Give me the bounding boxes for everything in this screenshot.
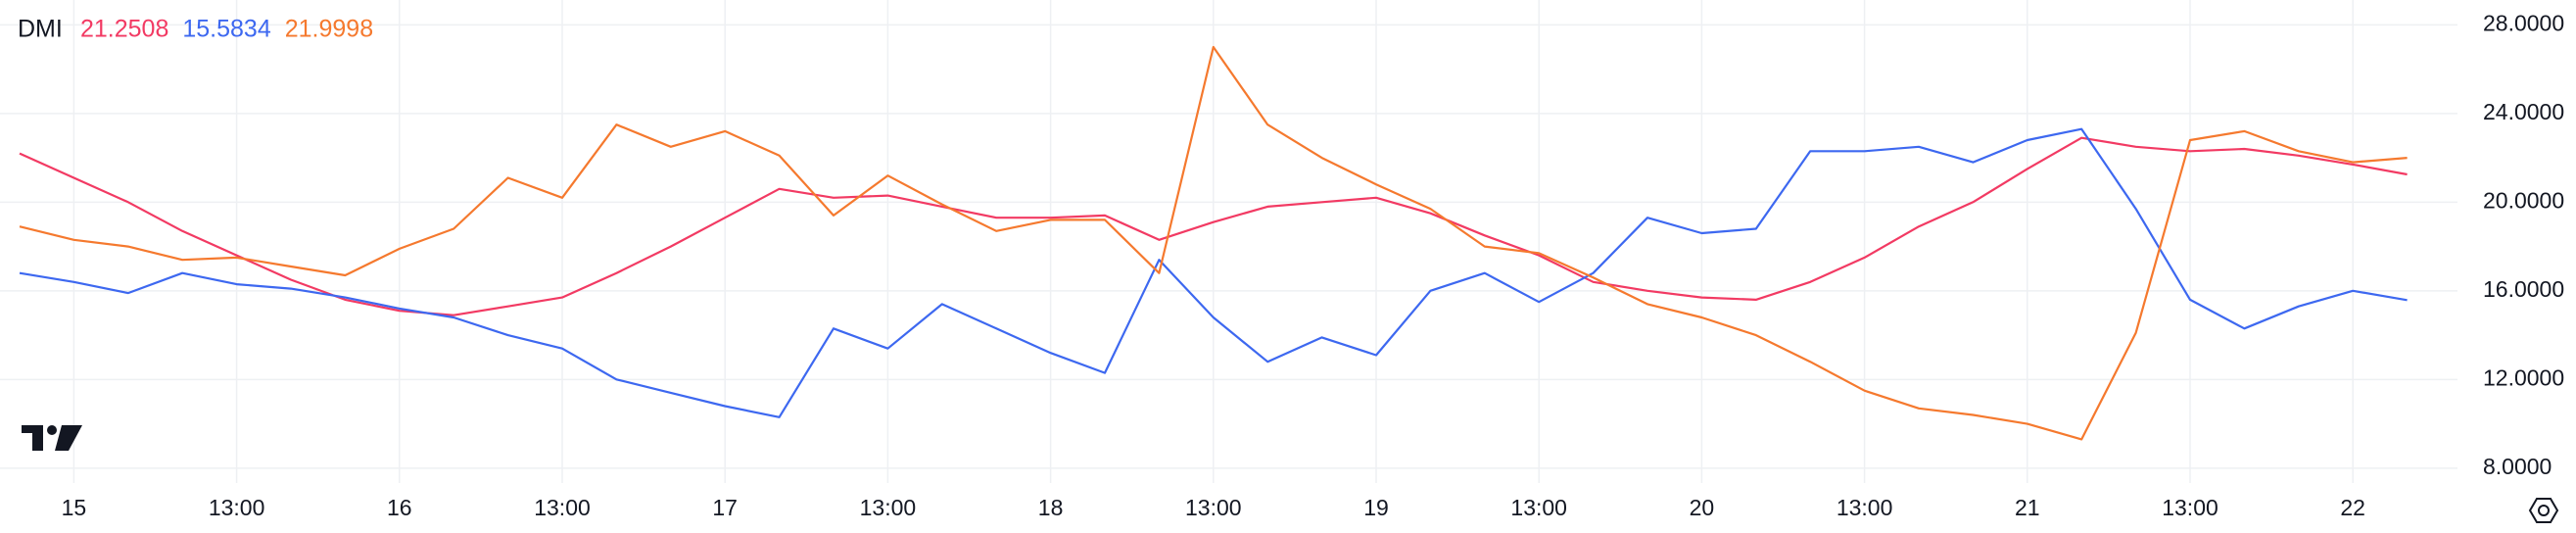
x-tick-label: 13:00 [1837, 495, 1893, 520]
x-tick-label: 19 [1363, 495, 1389, 520]
legend: 21.2508 15.5834 21.9998 [80, 16, 373, 43]
legend-value: 21.2508 [80, 16, 168, 43]
dmi-line [19, 127, 2408, 418]
y-tick-label: 28.0000 [2483, 10, 2564, 35]
tradingview-logo [22, 425, 82, 451]
x-tick-label: 13:00 [2162, 495, 2218, 520]
x-tick-label: 13:00 [209, 495, 265, 520]
y-tick-label: 24.0000 [2483, 99, 2564, 124]
x-tick-label: 18 [1038, 495, 1064, 520]
grid [0, 0, 2457, 483]
x-tick-label: 17 [712, 495, 738, 520]
indicator-title: DMI [18, 16, 63, 43]
y-tick-label: 16.0000 [2483, 276, 2564, 302]
plot [19, 45, 2408, 441]
y-tick-label: 8.0000 [2483, 454, 2552, 479]
x-tick-label: 13:00 [860, 495, 917, 520]
x-tick-label: 13:00 [1510, 495, 1567, 520]
legend-value: 15.5834 [182, 16, 270, 43]
settings-button[interactable] [2528, 498, 2559, 523]
gear-center[interactable] [2538, 505, 2550, 516]
gear-outline[interactable] [2528, 498, 2559, 523]
x-tick-label: 16 [387, 495, 412, 520]
x-tick-label: 13:00 [534, 495, 591, 520]
x-tick-label: 15 [62, 495, 87, 520]
dmi-line [19, 45, 2408, 441]
logo-part [22, 425, 43, 451]
logo-part [47, 425, 57, 435]
x-tick-label: 21 [2015, 495, 2040, 520]
logo-part [55, 425, 82, 451]
y-tick-label: 20.0000 [2483, 187, 2564, 213]
y-tick-label: 12.0000 [2483, 364, 2564, 390]
x-tick-label: 22 [2340, 495, 2365, 520]
x-tick-label: 20 [1690, 495, 1715, 520]
x-tick-label: 13:00 [1185, 495, 1242, 520]
legend-value: 21.9998 [285, 16, 373, 43]
